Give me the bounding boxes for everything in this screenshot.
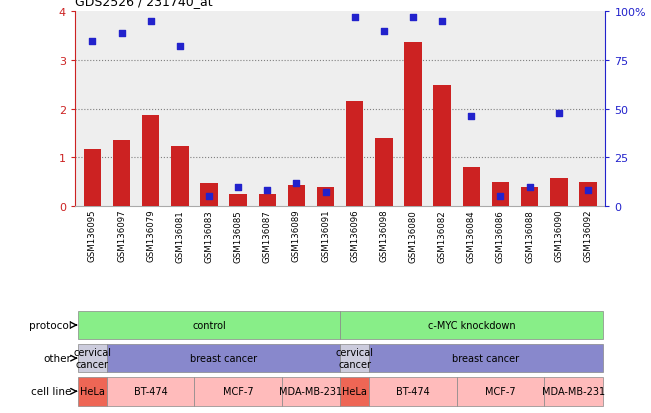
Point	[583, 188, 593, 194]
Bar	[107, 344, 340, 373]
Bar	[77, 377, 107, 406]
Bar	[463, 168, 480, 206]
Bar	[457, 377, 544, 406]
Point	[87, 38, 98, 45]
Point	[320, 190, 331, 196]
Point	[350, 15, 360, 21]
Text: MDA-MB-231: MDA-MB-231	[279, 386, 342, 396]
Bar	[340, 344, 369, 373]
Text: HeLa: HeLa	[80, 386, 105, 396]
Bar	[579, 182, 597, 206]
Bar	[195, 377, 282, 406]
Bar	[544, 377, 603, 406]
Point	[525, 184, 535, 190]
Point	[233, 184, 243, 190]
Text: MDA-MB-231: MDA-MB-231	[542, 386, 605, 396]
Bar	[171, 147, 189, 206]
Point	[495, 193, 506, 200]
Text: cell line: cell line	[31, 386, 72, 396]
Text: cervical
cancer: cervical cancer	[74, 347, 111, 369]
Text: protocol: protocol	[29, 320, 72, 330]
Bar	[521, 187, 538, 206]
Bar	[317, 187, 335, 206]
Bar	[282, 377, 340, 406]
Bar	[369, 344, 603, 373]
Bar	[142, 116, 159, 206]
Text: HeLa: HeLa	[342, 386, 367, 396]
Point	[291, 180, 301, 187]
Bar	[434, 86, 451, 206]
Bar	[492, 182, 509, 206]
Bar	[404, 43, 422, 206]
Bar	[201, 184, 217, 206]
Point	[466, 114, 477, 121]
Point	[117, 31, 127, 37]
Point	[408, 15, 418, 21]
Text: cervical
cancer: cervical cancer	[336, 347, 374, 369]
Point	[437, 19, 447, 26]
Bar	[83, 149, 101, 206]
Bar	[340, 377, 369, 406]
Text: breast cancer: breast cancer	[190, 353, 257, 363]
Point	[553, 110, 564, 116]
Bar	[77, 311, 340, 339]
Text: c-MYC knockdown: c-MYC knockdown	[428, 320, 515, 330]
Bar	[288, 185, 305, 206]
Point	[204, 193, 214, 200]
Text: MCF-7: MCF-7	[223, 386, 253, 396]
Point	[145, 19, 156, 26]
Point	[262, 188, 273, 194]
Text: BT-474: BT-474	[134, 386, 167, 396]
Bar	[340, 311, 603, 339]
Text: GDS2526 / 231740_at: GDS2526 / 231740_at	[75, 0, 212, 8]
Text: MCF-7: MCF-7	[485, 386, 516, 396]
Text: other: other	[44, 353, 72, 363]
Text: BT-474: BT-474	[396, 386, 430, 396]
Point	[174, 44, 185, 51]
Text: breast cancer: breast cancer	[452, 353, 519, 363]
Bar	[346, 102, 363, 206]
Bar	[369, 377, 457, 406]
Bar	[107, 377, 195, 406]
Point	[379, 28, 389, 35]
Bar	[77, 344, 107, 373]
Bar	[375, 139, 393, 206]
Bar	[229, 195, 247, 206]
Text: control: control	[192, 320, 226, 330]
Bar	[550, 178, 568, 206]
Bar	[258, 195, 276, 206]
Bar	[113, 141, 130, 206]
